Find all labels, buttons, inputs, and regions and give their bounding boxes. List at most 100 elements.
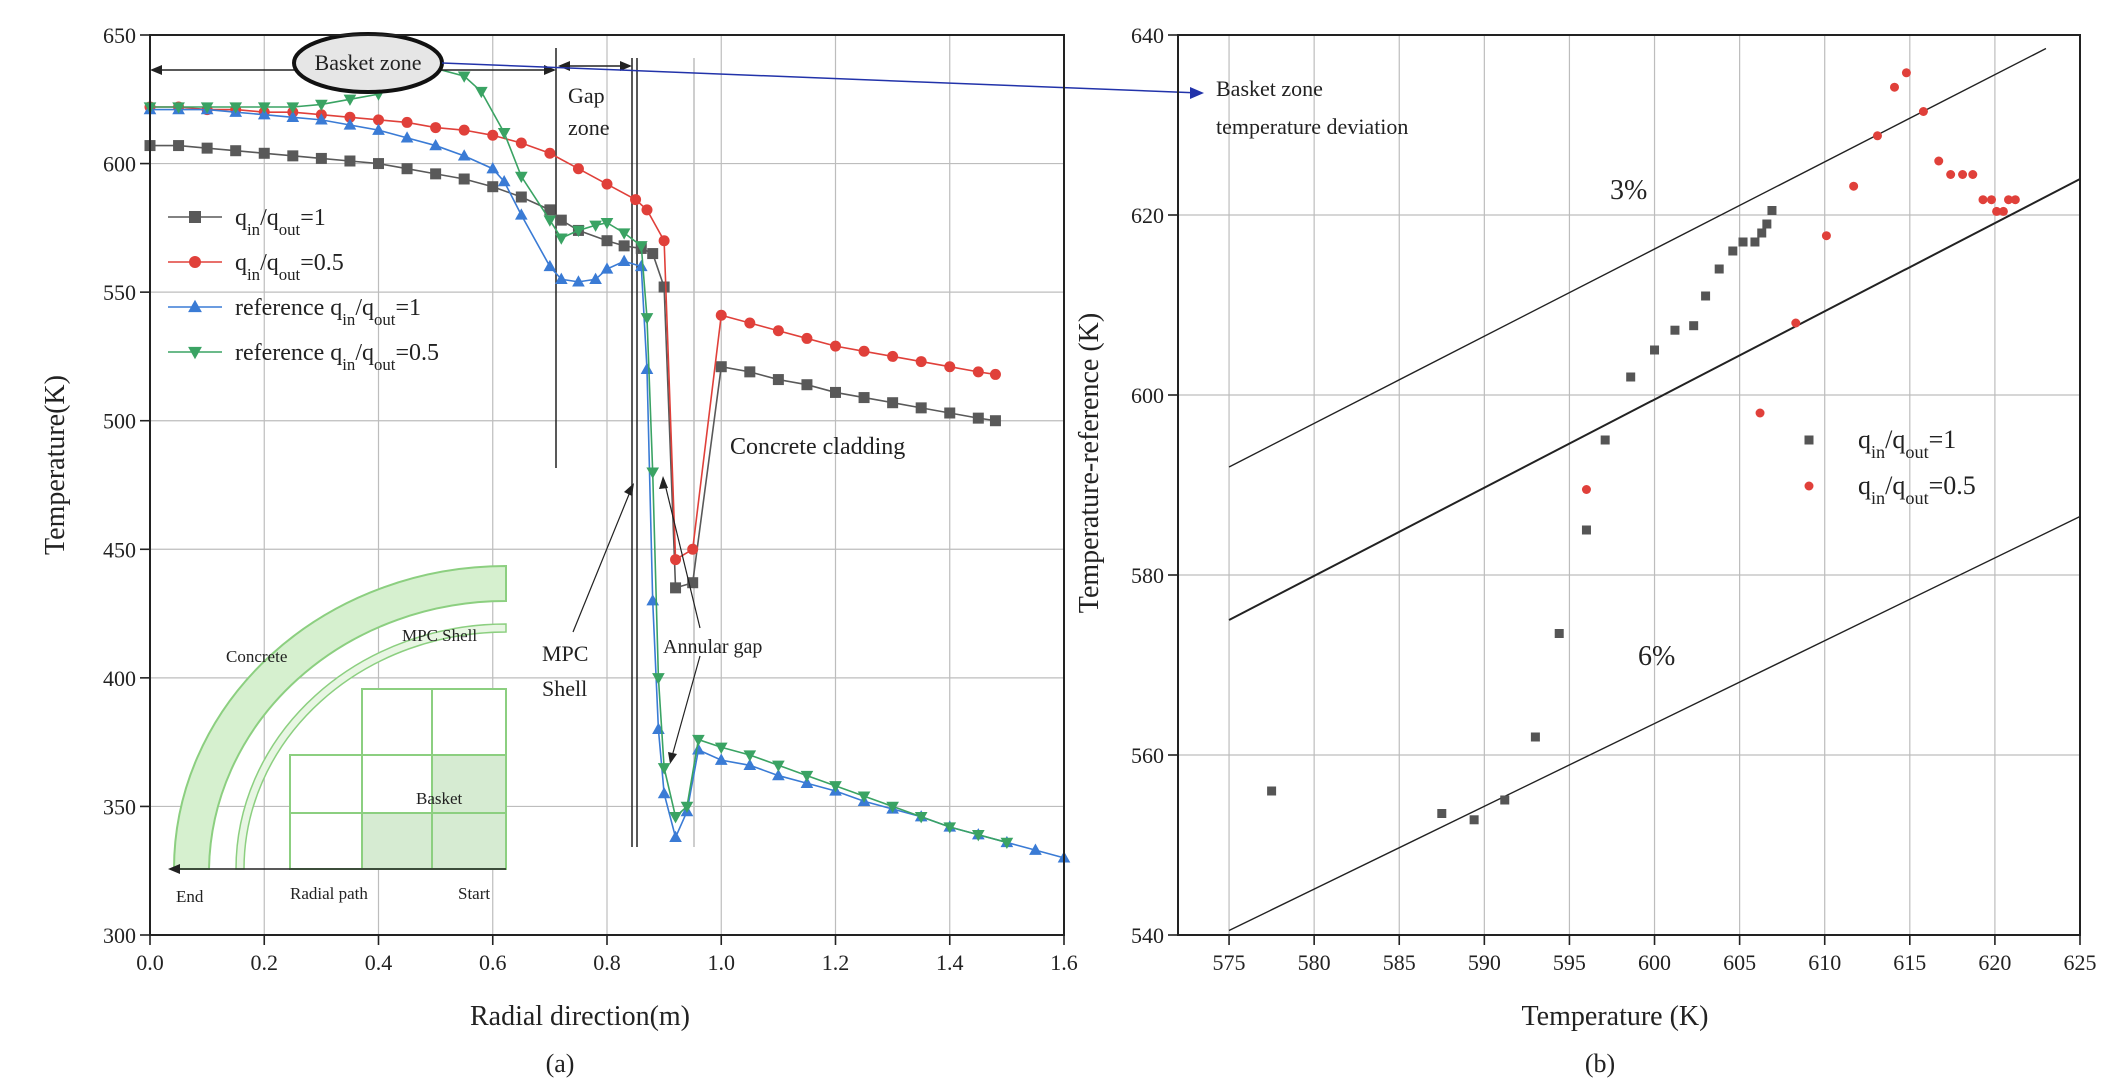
x-tick-label: 1.6: [1050, 950, 1078, 975]
data-point: [600, 218, 614, 230]
data-point: [989, 415, 1001, 427]
scatter-point: [1500, 795, 1510, 805]
scatter-point: [2004, 195, 2014, 205]
data-point: [401, 116, 413, 128]
data-point: [772, 760, 785, 772]
legend-label: reference qin/qout=0.5: [235, 340, 439, 374]
mpc-shell-label-1: MPC: [542, 641, 588, 666]
panel-a-grid: [149, 34, 1065, 936]
data-point: [1000, 837, 1014, 850]
data-point: [800, 776, 814, 788]
y-tick-label: 650: [103, 23, 136, 48]
inset-label-mpc-shell: MPC Shell: [402, 626, 477, 645]
data-point: [429, 138, 442, 151]
data-point: [486, 162, 500, 174]
inset-label-end: End: [176, 887, 204, 906]
panel-a-axes: 0.0 0.2 0.4 0.6 0.8 1.0 1.2 1.4 1.6 300 350 400 450 5…: [103, 23, 1078, 975]
data-point: [647, 248, 659, 260]
scatter-point: [1987, 195, 1997, 205]
deviation-label-1: Basket zone: [1216, 76, 1323, 101]
scatter-point: [1469, 815, 1479, 825]
data-point: [743, 758, 757, 770]
data-point: [915, 402, 927, 414]
scatter-point: [1946, 170, 1956, 179]
data-point: [657, 786, 671, 799]
y-tick-label: 640: [1131, 23, 1164, 48]
data-point: [544, 147, 556, 159]
scatter-point: [1821, 231, 1831, 241]
panel-a-annotations: Basket zone Gap zone Concrete cladding M…: [150, 32, 1204, 764]
scatter-point: [1670, 325, 1680, 335]
data-point: [400, 131, 414, 143]
x-tick-label: 590: [1468, 950, 1501, 975]
data-point: [801, 332, 813, 344]
legend-marker: [188, 299, 202, 313]
panel-a-caption: (a): [546, 1049, 575, 1078]
data-point: [715, 309, 727, 321]
y-tick-label: 560: [1131, 743, 1164, 768]
data-point: [315, 152, 327, 164]
scatter-point: [1958, 170, 1968, 179]
scatter-point: [1738, 237, 1748, 247]
data-point: [944, 407, 956, 419]
data-point: [914, 812, 928, 824]
series-line: [150, 106, 996, 561]
label-6-percent: 6%: [1638, 641, 1675, 672]
data-point: [343, 94, 357, 106]
data-point: [658, 235, 670, 247]
data-point: [634, 259, 648, 272]
data-point: [286, 102, 300, 114]
data-point: [287, 150, 299, 162]
y-tick-label: 600: [103, 152, 136, 177]
scatter-point: [1581, 485, 1591, 494]
scatter-point: [1978, 195, 1988, 205]
scatter-point: [1714, 264, 1724, 274]
data-point: [669, 812, 682, 824]
gap-zone-label-1: Gap: [568, 83, 605, 108]
y-tick-label: 540: [1131, 923, 1164, 948]
scatter-point: [1767, 206, 1777, 215]
x-tick-label: 615: [1893, 950, 1926, 975]
deviation-label-2: temperature deviation: [1216, 114, 1408, 139]
data-point: [600, 262, 614, 274]
data-point: [401, 163, 413, 175]
y-tick-label: 620: [1131, 203, 1164, 228]
scatter-point: [1998, 206, 2008, 216]
data-point: [652, 673, 665, 685]
data-point: [200, 102, 214, 114]
scatter-series-1: [1267, 206, 1777, 825]
concrete-ring: [172, 564, 507, 870]
scatter-point: [1267, 786, 1277, 796]
x-tick-label: 0.8: [593, 950, 621, 975]
data-point: [830, 386, 841, 398]
x-tick-label: 620: [1978, 950, 2011, 975]
data-point: [943, 822, 957, 834]
reference-line: [1228, 178, 2081, 621]
y-tick-label: 550: [103, 280, 136, 305]
panel-b-axes: 575 580 585 590 595 600 605 610 615 620 625 540 560 5…: [1131, 23, 2097, 975]
data-point: [257, 108, 271, 120]
x-tick-label: 0.6: [479, 950, 507, 975]
scatter-point: [1581, 525, 1591, 535]
mpc-shell-ring: [235, 623, 507, 870]
data-point: [640, 313, 654, 325]
data-point: [829, 781, 842, 793]
data-point: [634, 241, 648, 253]
plot-frame: [1177, 34, 2081, 936]
data-point: [344, 155, 356, 167]
data-point: [744, 317, 756, 329]
annular-gap-label: Annular gap: [663, 636, 762, 658]
scatter-point: [1689, 321, 1699, 331]
data-point: [601, 235, 613, 247]
y-tick-label: 450: [103, 537, 136, 562]
series-line: [150, 67, 1008, 844]
legend-label: qin/qout=1: [1858, 425, 1956, 462]
x-tick-label: 585: [1383, 950, 1416, 975]
legend-label: reference qin/qout=1: [235, 295, 421, 329]
data-point: [589, 220, 602, 232]
series-line: [150, 108, 1065, 859]
legend-marker: [189, 256, 201, 268]
basket-grid: [289, 688, 507, 870]
scatter-point: [1934, 156, 1944, 166]
data-point: [257, 102, 271, 114]
